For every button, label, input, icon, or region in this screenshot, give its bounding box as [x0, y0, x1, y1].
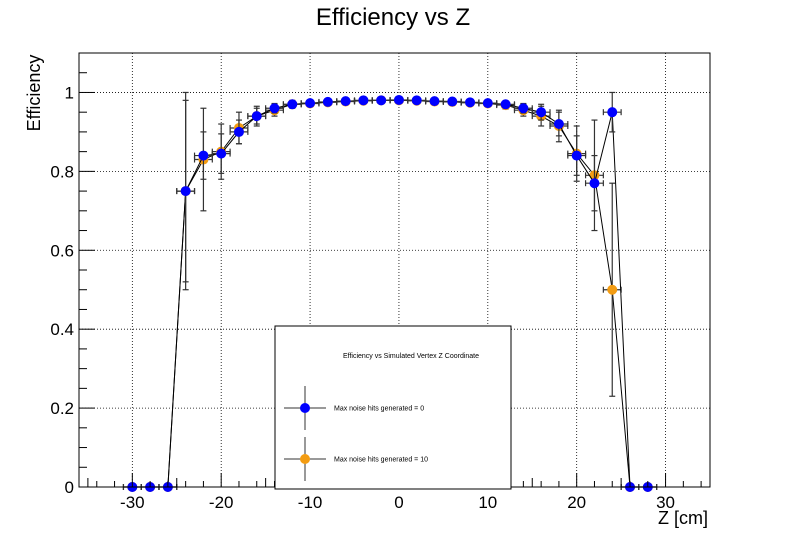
- y-axis-label: Efficiency: [24, 55, 44, 132]
- data-point: [571, 150, 582, 161]
- x-axis-label: Z [cm]: [658, 508, 708, 528]
- legend-entries: Max noise hits generated = 0 Max noise hi…: [284, 386, 428, 481]
- data-point: [305, 98, 316, 109]
- data-point: [322, 96, 333, 107]
- error-bar: [229, 119, 249, 145]
- data-point: [198, 150, 209, 161]
- y-tick-label: 0: [65, 478, 74, 497]
- data-point: [482, 98, 493, 109]
- data-point: [536, 107, 547, 118]
- data-point: [607, 107, 618, 118]
- chart-title: Efficiency vs Z: [316, 4, 470, 31]
- legend-marker: [300, 403, 310, 413]
- legend-marker: [300, 454, 310, 464]
- y-tick-label: 0.8: [50, 162, 74, 181]
- data-point: [607, 284, 618, 295]
- data-point: [376, 95, 387, 106]
- y-tick-label: 0.2: [50, 399, 74, 418]
- x-tick-label: 30: [656, 493, 675, 512]
- data-point: [447, 96, 458, 107]
- legend-entry-1: Max noise hits generated = 10: [284, 437, 428, 481]
- data-point: [393, 94, 404, 105]
- data-point: [553, 119, 564, 130]
- data-point: [411, 95, 422, 106]
- y-tick-label: 0.4: [50, 320, 74, 339]
- x-tick-label: 0: [394, 493, 403, 512]
- data-point: [589, 178, 600, 189]
- data-point: [518, 103, 529, 114]
- x-tick-label: 20: [567, 493, 586, 512]
- y-tick-label: 1: [65, 83, 74, 102]
- x-tick-label: 10: [478, 493, 497, 512]
- data-point: [216, 148, 227, 159]
- grid: [79, 53, 710, 487]
- data-point: [180, 186, 191, 197]
- data-point: [269, 103, 280, 114]
- data-point: [233, 126, 244, 137]
- data-point: [429, 96, 440, 107]
- x-tick-label: -20: [209, 493, 234, 512]
- legend-entry-0: Max noise hits generated = 0: [284, 386, 424, 430]
- legend-title: Efficiency vs Simulated Vertex Z Coordin…: [343, 353, 479, 360]
- legend: Efficiency vs Simulated Vertex Z Coordin…: [274, 325, 512, 490]
- data-point: [340, 96, 351, 107]
- data-point: [500, 99, 511, 110]
- x-tick-label: -30: [120, 493, 145, 512]
- data-point: [465, 97, 476, 108]
- data-point: [251, 111, 262, 122]
- legend-label: Max noise hits generated = 0: [334, 406, 424, 413]
- legend-label: Max noise hits generated = 10: [334, 457, 428, 464]
- x-tick-label: -10: [298, 493, 323, 512]
- data-point: [287, 99, 298, 110]
- data-point: [358, 95, 369, 106]
- y-tick-label: 0.6: [50, 241, 74, 260]
